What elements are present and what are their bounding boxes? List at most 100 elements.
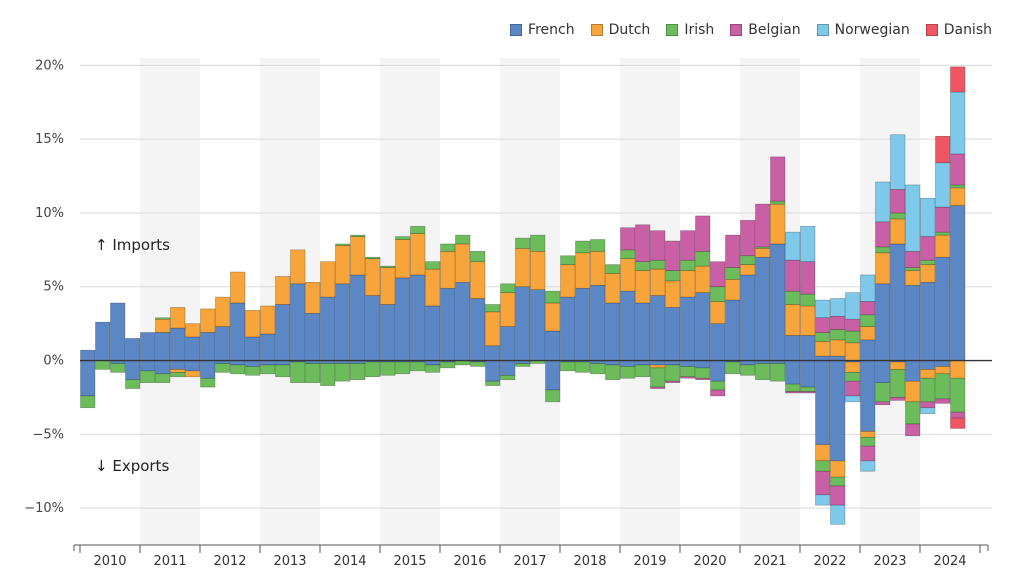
bar-segment: [245, 336, 261, 361]
bar-segment: [680, 296, 696, 361]
bar-segment: [875, 246, 891, 254]
legend-item: Dutch: [590, 22, 650, 38]
bar-segment: [335, 245, 351, 285]
bar-segment: [320, 363, 336, 386]
x-tick-label: 2012: [213, 554, 246, 569]
bar-segment: [620, 227, 636, 251]
bar-segment: [845, 380, 861, 397]
bar-segment: [260, 333, 276, 361]
bar-segment: [905, 251, 921, 268]
legend-item: Irish: [666, 22, 714, 38]
bar-segment: [695, 251, 711, 267]
x-tick-label: 2013: [273, 554, 306, 569]
bar-segment: [470, 298, 486, 361]
bar-segment: [590, 363, 606, 375]
bar-segment: [440, 251, 456, 289]
bar-segment: [245, 360, 261, 367]
bar-segment: [920, 407, 936, 414]
bar-segment: [905, 284, 921, 361]
bar-segment: [680, 259, 696, 271]
bar-segment: [860, 431, 876, 438]
bar-segment: [830, 329, 846, 341]
bar-segment: [620, 360, 636, 367]
bar-segment: [560, 255, 576, 265]
bar-segment: [950, 360, 966, 379]
bar-segment: [920, 401, 936, 409]
bar-segment: [800, 360, 816, 388]
bar-segment: [80, 349, 96, 361]
bar-segment: [665, 380, 681, 383]
bar-segment: [920, 197, 936, 237]
x-tick-label: 2021: [753, 554, 786, 569]
bar-segment: [830, 339, 846, 357]
bar-segment: [290, 249, 306, 285]
bar-segment: [575, 361, 591, 373]
bar-segment: [590, 251, 606, 286]
bar-segment: [890, 212, 906, 220]
legend-swatch: [816, 24, 829, 36]
bar-segment: [680, 230, 696, 261]
bar-segment: [680, 366, 696, 378]
bar-segment: [935, 206, 951, 233]
bar-segment: [515, 286, 531, 361]
bar-segment: [860, 326, 876, 341]
bar-segment: [920, 264, 936, 283]
bar-segment: [710, 323, 726, 361]
bar-segment: [695, 360, 711, 369]
bar-segment: [905, 184, 921, 252]
bar-segment: [725, 299, 741, 361]
bar-segment: [950, 187, 966, 206]
bar-segment: [860, 274, 876, 302]
bar-segment: [815, 341, 831, 357]
bar-segment: [80, 360, 96, 397]
bar-segment: [440, 287, 456, 361]
bar-segment: [710, 261, 726, 288]
bar-segment: [635, 224, 651, 262]
bar-segment: [785, 360, 801, 385]
bar-segment: [650, 230, 666, 261]
bar-segment: [530, 251, 546, 290]
bar-segment: [620, 290, 636, 361]
bar-segment: [155, 318, 171, 333]
bar-segment: [185, 323, 201, 338]
bar-segment: [350, 236, 366, 276]
bar-segment: [740, 255, 756, 265]
bar-segment: [800, 293, 816, 307]
bar-segment: [605, 273, 621, 304]
bar-segment: [935, 360, 951, 367]
bar-segment: [185, 360, 201, 372]
bar-segment: [290, 361, 306, 383]
bar-segment: [455, 282, 471, 361]
bar-segment: [920, 282, 936, 361]
axes: 2010 2011 2012 2013 2014 2015 2016 2017 2018 2019…: [73, 359, 992, 569]
bar-segment: [140, 360, 156, 372]
bar-segment: [275, 364, 291, 378]
bar-segment: [785, 383, 801, 392]
x-tick-label: 2022: [813, 554, 846, 569]
bar-segment: [110, 302, 126, 361]
bar-segment: [395, 277, 411, 361]
bar-segment: [425, 261, 441, 270]
bar-segment: [950, 377, 966, 413]
bar-segment: [350, 274, 366, 361]
bar-segment: [380, 267, 396, 305]
bar-segment: [635, 364, 651, 378]
bar-segment: [200, 377, 216, 388]
bar-segment: [515, 237, 531, 249]
bar-segment: [800, 225, 816, 262]
bar-segment: [695, 292, 711, 361]
bar-segment: [950, 184, 966, 189]
bar-segment: [695, 367, 711, 379]
bar-segment: [935, 135, 951, 164]
bar-segment: [560, 361, 576, 372]
bar-segment: [320, 296, 336, 361]
bar-segment: [470, 361, 486, 367]
bar-segment: [770, 203, 786, 245]
bar-segment: [890, 189, 906, 214]
bar-segment: [125, 360, 141, 381]
bar-segment: [890, 369, 906, 398]
bar-segment: [665, 240, 681, 271]
bar-segment: [950, 91, 966, 155]
bar-segment: [740, 220, 756, 257]
